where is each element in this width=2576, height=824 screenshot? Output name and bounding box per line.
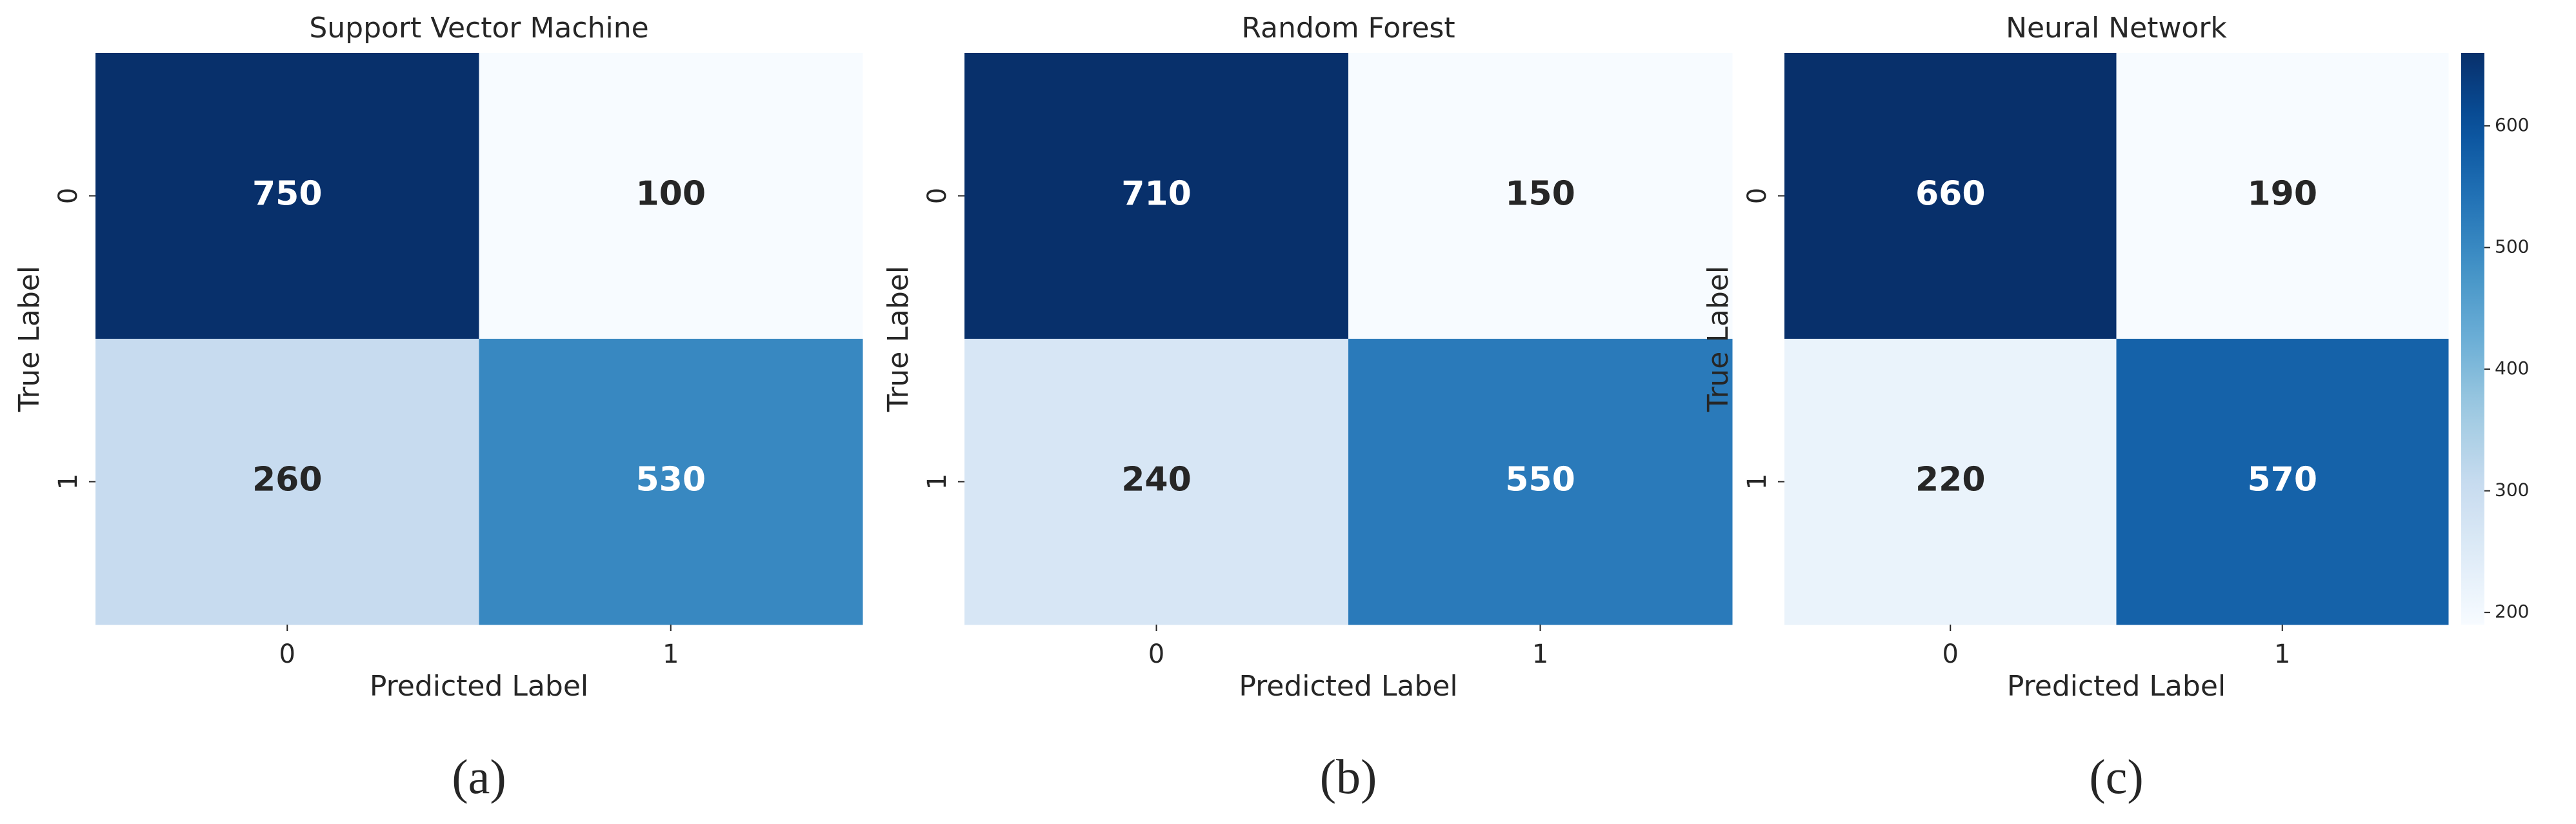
heatmap-cell [2116, 339, 2449, 625]
x-tick-label: 0 [1942, 639, 1959, 669]
colorbar-tick-label: 600 [2495, 114, 2529, 136]
cell-value: 260 [252, 461, 323, 499]
heatmap-cell [2116, 53, 2449, 339]
panel-title: Support Vector Machine [309, 12, 648, 45]
x-tick-label: 1 [1532, 639, 1548, 669]
heatmap-cell [964, 339, 1349, 625]
x-axis-label: Predicted Label [370, 670, 588, 703]
colorbar-tick-label: 500 [2495, 236, 2529, 257]
cell-value: 240 [1121, 461, 1192, 499]
cell-value: 530 [635, 461, 706, 499]
colorbar-tick-label: 200 [2495, 601, 2529, 622]
cell-value: 190 [2247, 175, 2317, 214]
cell-value: 550 [1505, 461, 1575, 499]
x-tick-label: 0 [279, 639, 295, 669]
panel-caption: (c) [2089, 750, 2143, 804]
panel-title: Random Forest [1241, 12, 1455, 45]
x-tick-label: 0 [1148, 639, 1164, 669]
y-tick-label: 0 [54, 188, 83, 204]
colorbar-tick-label: 400 [2495, 357, 2529, 379]
y-axis-label: True Label [882, 266, 915, 412]
cell-value: 750 [252, 175, 323, 214]
heatmap-cell [1784, 339, 2117, 625]
heatmap-cell [1348, 53, 1733, 339]
cell-value: 220 [1915, 461, 1986, 499]
x-axis-label: Predicted Label [1239, 670, 1457, 703]
y-tick-label: 1 [54, 474, 83, 490]
heatmap-cell [479, 53, 863, 339]
cell-value: 100 [635, 175, 706, 214]
y-tick-label: 1 [1742, 474, 1772, 490]
heatmap-cell [964, 53, 1349, 339]
colorbar [2461, 53, 2484, 625]
panel-title: Neural Network [2006, 12, 2227, 45]
cell-value: 660 [1915, 175, 1986, 214]
heatmap-cell [1784, 53, 2117, 339]
x-axis-label: Predicted Label [2007, 670, 2226, 703]
x-tick-label: 1 [2274, 639, 2290, 669]
heatmap-cell [479, 339, 863, 625]
colorbar-tick-label: 300 [2495, 479, 2529, 501]
heatmap-cell [95, 339, 479, 625]
y-axis-label: True Label [1702, 266, 1735, 412]
cell-value: 710 [1121, 175, 1192, 214]
y-tick-label: 0 [923, 188, 952, 204]
panel-caption: (b) [1320, 750, 1377, 804]
cell-value: 570 [2247, 461, 2317, 499]
heatmap-cell [1348, 339, 1733, 625]
y-axis-label: True Label [13, 266, 46, 412]
panel-caption: (a) [452, 750, 506, 804]
x-tick-label: 1 [663, 639, 679, 669]
heatmap-cell [95, 53, 479, 339]
y-tick-label: 0 [1742, 188, 1772, 204]
cell-value: 150 [1505, 175, 1575, 214]
y-tick-label: 1 [923, 474, 952, 490]
